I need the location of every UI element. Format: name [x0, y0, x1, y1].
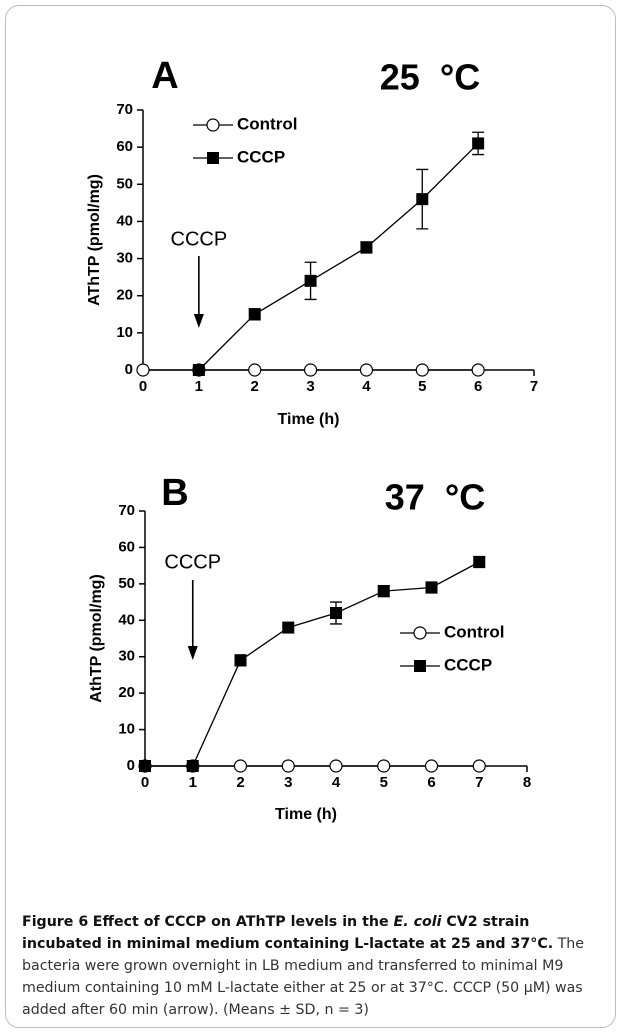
caption-title: E. coli — [393, 914, 442, 930]
caption: Figure 6 Effect of CCCP on AThTP levels … — [22, 911, 604, 1021]
marker — [206, 118, 220, 132]
legend-label: CCCP — [237, 147, 285, 166]
legend-label: Control — [444, 622, 504, 641]
marker — [192, 364, 205, 376]
marker — [416, 193, 429, 206]
caption-body: The bacteria were grown overnight in LB … — [22, 936, 585, 1018]
x-axis-label: Time (h) — [275, 806, 337, 823]
marker — [282, 621, 295, 634]
x-tick-label: 0 — [139, 378, 147, 395]
y-axis-label: AthTP (pmol/mg) — [88, 574, 105, 703]
y-tick-label: 60 — [116, 138, 133, 155]
y-tick-label: 10 — [116, 324, 133, 341]
x-tick-label: 4 — [332, 774, 341, 791]
marker — [360, 241, 373, 254]
caption-label: Figure 6 — [22, 914, 89, 930]
annotation-arrowhead — [187, 646, 198, 660]
marker — [248, 308, 261, 321]
x-tick-label: 6 — [474, 378, 482, 395]
series-line — [198, 142, 479, 371]
x-tick-label: 4 — [362, 378, 371, 395]
x-axis-label: Time (h) — [278, 411, 340, 428]
legend-label: Control — [237, 114, 297, 133]
annotation: CCCP — [171, 228, 228, 250]
figure-frame — [5, 5, 616, 1028]
x-tick-label: 6 — [427, 774, 435, 791]
annotation-arrowhead — [193, 314, 204, 328]
y-tick-label: 20 — [116, 287, 133, 304]
x-tick-label: 1 — [189, 774, 197, 791]
y-tick-label: 50 — [116, 175, 133, 192]
x-tick-label: 2 — [236, 774, 244, 791]
marker — [425, 581, 438, 594]
marker — [471, 363, 485, 377]
y-tick-label: 60 — [118, 538, 135, 555]
x-tick-label: 5 — [380, 774, 388, 791]
series-line — [145, 561, 480, 767]
marker — [186, 760, 199, 772]
x-tick-label: 3 — [284, 774, 292, 791]
marker — [359, 363, 374, 377]
marker — [414, 660, 426, 672]
y-tick-label: 20 — [118, 684, 135, 701]
marker — [413, 626, 427, 640]
annotation: CCCP — [164, 551, 221, 573]
y-tick-label: 0 — [125, 361, 133, 378]
x-tick-label: 1 — [195, 378, 203, 395]
marker — [281, 759, 295, 773]
marker — [329, 759, 343, 773]
marker — [377, 759, 391, 773]
marker — [233, 759, 248, 773]
marker — [424, 759, 439, 773]
marker — [207, 152, 219, 164]
chart-title: 37 °C — [385, 477, 485, 518]
y-tick-label: 10 — [118, 721, 135, 738]
y-tick-label: 70 — [118, 502, 135, 519]
marker — [248, 363, 262, 377]
y-tick-label: 30 — [118, 648, 135, 665]
marker — [377, 585, 390, 598]
x-tick-label: 7 — [530, 378, 538, 395]
marker — [139, 760, 151, 772]
x-tick-label: 3 — [306, 378, 314, 395]
caption-title: Effect of CCCP on AThTP levels in the — [92, 914, 394, 930]
panel-label: B — [161, 472, 188, 514]
caption-title: CV2 strain incubated in minimal medium c… — [22, 914, 554, 952]
y-tick-label: 50 — [118, 575, 135, 592]
y-tick-label: 30 — [116, 250, 133, 267]
legend-label: CCCP — [444, 655, 492, 674]
y-tick-label: 70 — [116, 101, 133, 118]
marker — [415, 363, 429, 377]
marker — [330, 607, 342, 619]
x-tick-label: 5 — [418, 378, 426, 395]
x-tick-label: 7 — [475, 774, 483, 791]
y-axis-label: AThTP (pmol/mg) — [86, 174, 103, 306]
marker — [473, 556, 486, 568]
x-tick-label: 8 — [523, 774, 531, 791]
x-tick-label: 2 — [251, 378, 259, 395]
marker — [136, 363, 150, 377]
panel-label: A — [151, 55, 178, 97]
marker — [234, 654, 247, 667]
y-tick-label: 40 — [118, 611, 135, 628]
marker — [472, 759, 486, 773]
chart-title: 25 °C — [380, 57, 480, 98]
y-tick-label: 40 — [116, 212, 133, 229]
marker — [303, 363, 318, 377]
x-tick-label: 0 — [141, 774, 149, 791]
marker — [304, 274, 317, 287]
marker — [472, 137, 485, 150]
y-tick-label: 0 — [127, 757, 135, 774]
